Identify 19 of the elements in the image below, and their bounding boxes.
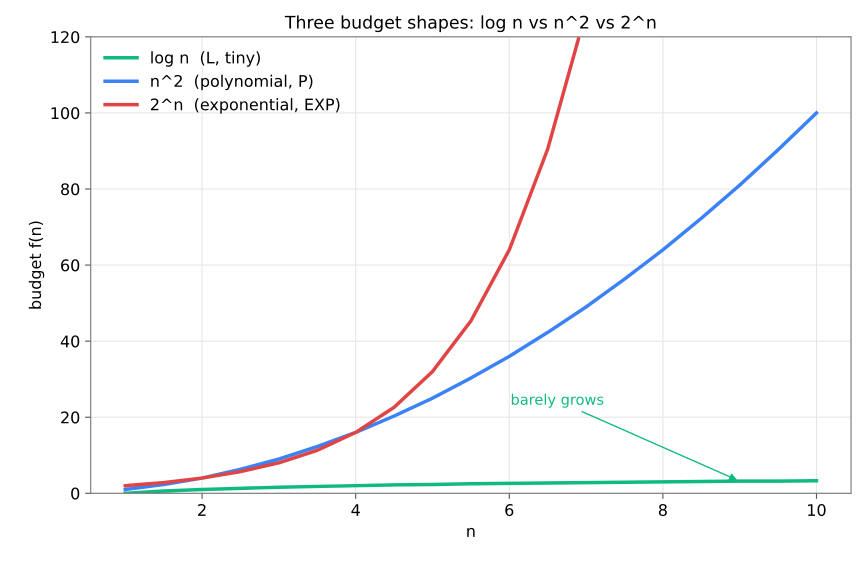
y-tick-label: 0 [71,488,80,500]
x-tick-label: 2 [198,504,206,516]
x-tick-label: 4 [351,504,360,516]
legend-label: 2^n (exponential, EXP) [150,98,340,114]
annotation: barely grows [512,394,604,408]
legend-label: n^2 (polynomial, P) [151,74,312,90]
chart-title: Three budget shapes: log n vs n^2 vs 2^n [284,15,656,32]
y-tick-label: 20 [61,411,80,424]
x-axis-title: n [467,528,475,537]
x-tick-label: 8 [658,504,667,516]
y-tick-label: 120 [52,31,80,44]
y-tick-label: 80 [61,183,80,196]
legend-label: log n (L, tiny) [151,51,260,67]
y-tick-label: 40 [60,335,80,348]
y-axis-title: budget f(n) [28,221,44,309]
y-tick-label: 100 [52,107,80,120]
x-tick-label: 6 [505,504,514,516]
y-tick-label: 60 [61,259,80,272]
x-tick-label: 10 [808,504,826,516]
